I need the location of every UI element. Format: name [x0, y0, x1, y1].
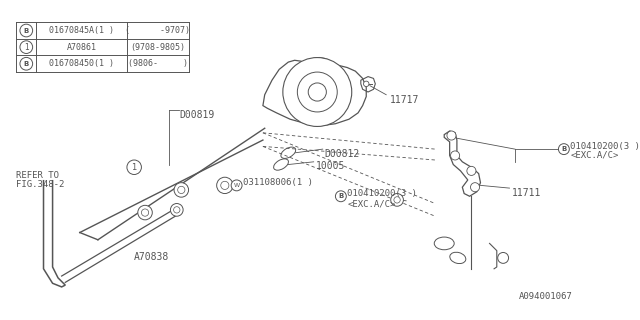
Text: 11717: 11717: [390, 95, 419, 105]
Circle shape: [447, 131, 456, 140]
Text: <EXC.A/C>: <EXC.A/C>: [348, 199, 396, 208]
Text: 01670845A(1 ): 01670845A(1 ): [49, 26, 114, 35]
Text: D00819: D00819: [179, 110, 215, 120]
Circle shape: [498, 252, 509, 263]
Circle shape: [170, 204, 183, 216]
Text: (9708-9805): (9708-9805): [131, 43, 185, 52]
Text: <EXC.A/C>: <EXC.A/C>: [570, 151, 619, 160]
Circle shape: [364, 81, 369, 87]
Text: B: B: [561, 146, 566, 152]
Text: FIG.348-2: FIG.348-2: [16, 180, 65, 189]
Text: A70861: A70861: [67, 43, 97, 52]
Text: 1: 1: [132, 163, 137, 172]
Text: REFER TO: REFER TO: [16, 171, 60, 180]
Circle shape: [451, 151, 460, 160]
Circle shape: [335, 191, 346, 202]
Circle shape: [20, 41, 33, 53]
Text: B: B: [338, 193, 344, 199]
Circle shape: [221, 181, 229, 189]
Circle shape: [231, 180, 242, 191]
Text: 1: 1: [24, 43, 29, 52]
Circle shape: [394, 197, 400, 203]
Circle shape: [178, 186, 185, 194]
Text: 016708450(1 ): 016708450(1 ): [49, 59, 114, 68]
Circle shape: [141, 209, 148, 216]
Circle shape: [559, 144, 570, 155]
Text: (      -9707): ( -9707): [125, 26, 190, 35]
Circle shape: [470, 183, 479, 192]
Circle shape: [174, 183, 189, 197]
Text: 010410200(3 ): 010410200(3 ): [348, 189, 417, 198]
Circle shape: [173, 207, 180, 213]
Circle shape: [391, 194, 403, 206]
Circle shape: [138, 205, 152, 220]
Text: (9806-     ): (9806- ): [128, 59, 188, 68]
Circle shape: [467, 166, 476, 175]
Circle shape: [20, 57, 33, 70]
Circle shape: [127, 160, 141, 174]
Text: 11711: 11711: [512, 188, 541, 198]
Text: 010410200(3 ): 010410200(3 ): [570, 142, 640, 151]
Circle shape: [283, 58, 352, 126]
Text: B: B: [24, 61, 29, 67]
Text: A70838: A70838: [134, 252, 170, 262]
Text: B: B: [24, 28, 29, 34]
Circle shape: [308, 83, 326, 101]
Circle shape: [20, 24, 33, 37]
Text: A094001067: A094001067: [519, 292, 573, 300]
Circle shape: [217, 177, 233, 194]
Text: 10005: 10005: [316, 161, 345, 171]
Text: D00812: D00812: [324, 149, 360, 159]
Text: 031108006(1 ): 031108006(1 ): [243, 178, 313, 187]
Circle shape: [298, 72, 337, 112]
Text: W: W: [234, 183, 239, 188]
